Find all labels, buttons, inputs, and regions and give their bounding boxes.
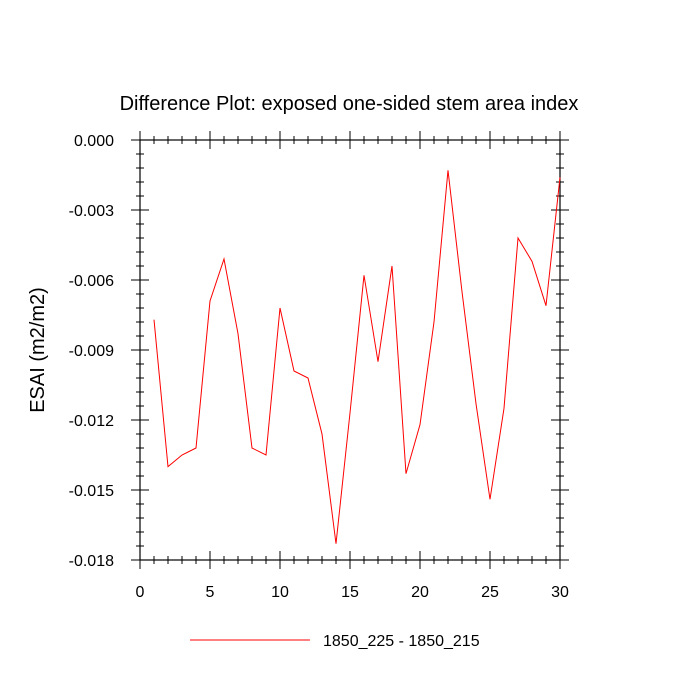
- plot-area: 0 5 10 15 20 25 30 0.000 -0.003 -0.006 -0.009 -0.01…: [69, 131, 569, 601]
- y-tick-label: -0.006: [69, 273, 114, 290]
- y-tick-label: -0.012: [69, 413, 114, 430]
- x-tick-label: 25: [481, 584, 499, 601]
- y-tick-label: -0.003: [69, 203, 114, 220]
- y-tick-label: -0.015: [69, 483, 114, 500]
- y-axis-label: ESAI (m2/m2): [27, 287, 49, 413]
- y-tick-label: -0.018: [69, 553, 114, 570]
- chart-title: Difference Plot: exposed one-sided stem …: [120, 93, 579, 115]
- legend: 1850_225 - 1850_215: [190, 633, 480, 650]
- series-line: [153, 170, 561, 544]
- y-tick-label: 0.000: [74, 133, 114, 150]
- legend-label: 1850_225 - 1850_215: [323, 633, 480, 650]
- x-tick-label: 10: [271, 584, 289, 601]
- y-tick-label: -0.009: [69, 343, 114, 360]
- x-tick-label: 15: [341, 584, 359, 601]
- plot-frame: [139, 139, 561, 561]
- x-tick-label: 5: [206, 584, 215, 601]
- x-tick-label: 20: [411, 584, 429, 601]
- x-tick-label: 30: [551, 584, 569, 601]
- x-tick-label: 0: [136, 584, 145, 601]
